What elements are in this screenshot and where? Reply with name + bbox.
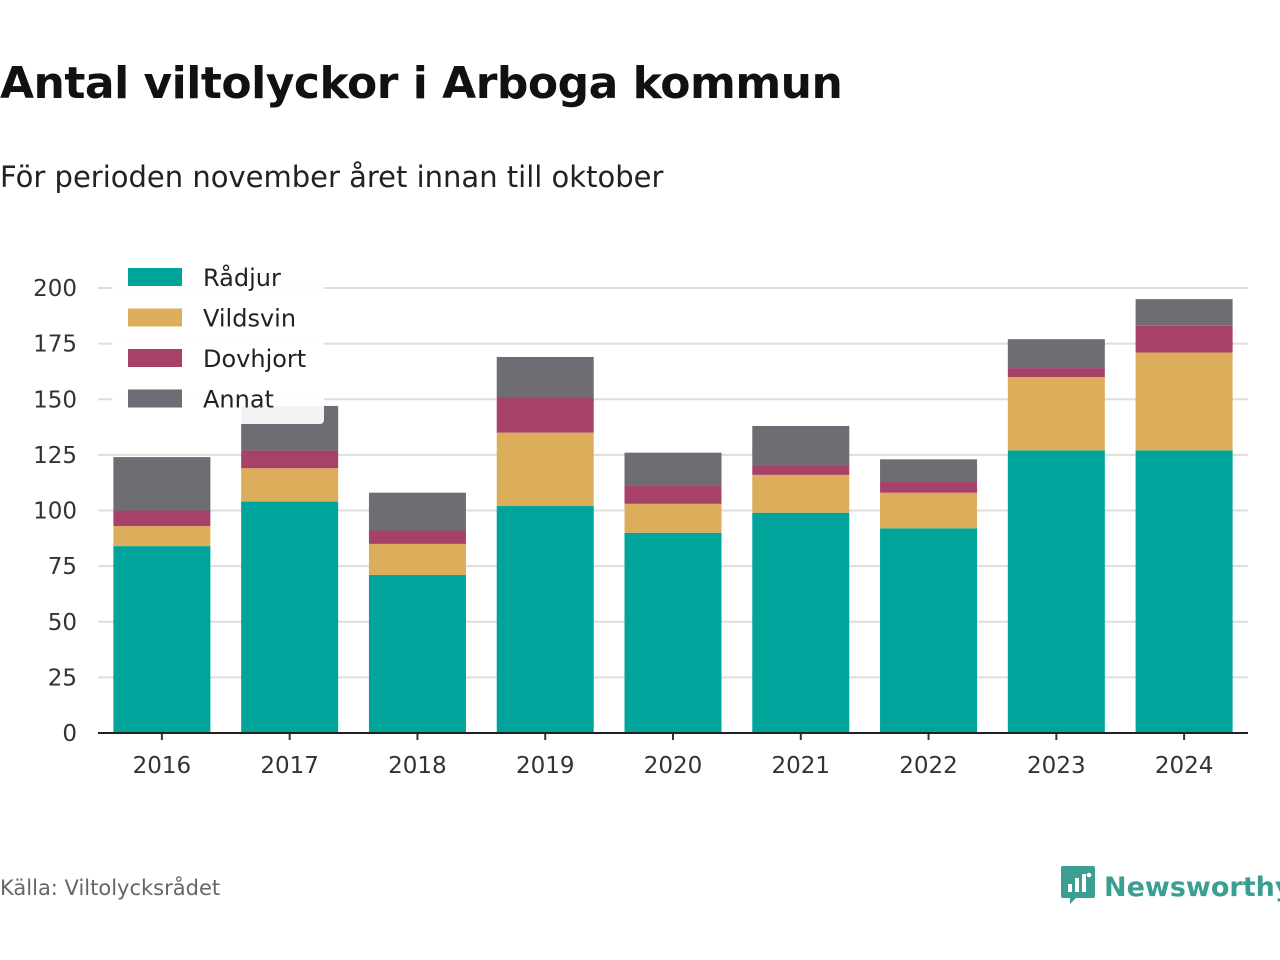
- legend-label: Rådjur: [203, 263, 281, 292]
- brand-name: Newsworthy: [1104, 872, 1280, 903]
- x-tick-label: 2020: [644, 753, 703, 779]
- x-tick-label: 2024: [1155, 753, 1214, 779]
- bar-segment: [752, 425, 850, 466]
- y-tick-label: 150: [33, 387, 77, 413]
- x-tick-label: 2017: [260, 753, 319, 779]
- bar-segment: [113, 457, 211, 511]
- y-tick-label: 175: [33, 332, 77, 358]
- x-tick-label: 2018: [388, 753, 447, 779]
- legend-label: Dovhjort: [203, 345, 306, 373]
- bar-segment: [241, 501, 339, 733]
- newsworthy-logo-icon: [1060, 864, 1096, 911]
- bar-segment: [113, 546, 211, 733]
- bar-segment: [1007, 339, 1105, 369]
- bar-segment: [1135, 299, 1233, 326]
- x-tick-label: 2023: [1027, 753, 1086, 779]
- bar-segment: [880, 528, 978, 733]
- y-tick-label: 125: [33, 443, 77, 469]
- bar-segment: [1135, 450, 1233, 733]
- y-tick-label: 25: [48, 665, 77, 691]
- bar-segment: [1007, 450, 1105, 733]
- y-tick-label: 200: [33, 276, 77, 302]
- bar-segment: [1007, 377, 1105, 451]
- bar-segment: [113, 510, 211, 527]
- bar-segment: [624, 452, 722, 487]
- bar-segment: [368, 492, 466, 531]
- bar-segment: [241, 468, 339, 502]
- x-tick-label: 2016: [133, 753, 192, 779]
- y-tick-label: 50: [48, 610, 77, 636]
- bar-segment: [368, 575, 466, 733]
- bar-segment: [880, 481, 978, 493]
- legend-swatch: [128, 349, 182, 367]
- bar-segment: [368, 543, 466, 576]
- bar-segment: [1135, 352, 1233, 451]
- legend-swatch: [128, 389, 182, 408]
- y-tick-label: 75: [48, 554, 77, 580]
- bars: [113, 299, 1233, 733]
- bar-segment: [496, 397, 594, 433]
- brand: Newsworthy: [1060, 864, 1280, 911]
- bar-segment: [624, 503, 722, 533]
- bar-segment: [1007, 368, 1105, 377]
- x-tick-label: 2022: [899, 753, 958, 779]
- bar-segment: [113, 526, 211, 547]
- bar-segment: [241, 450, 339, 469]
- chart-subtitle: För perioden november året innan till ok…: [0, 160, 664, 194]
- bar-segment: [624, 486, 722, 504]
- x-tick-label: 2021: [772, 753, 831, 779]
- bar-segment: [752, 466, 850, 475]
- bar-segment: [752, 512, 850, 733]
- y-tick-label: 0: [62, 721, 77, 747]
- legend-swatch: [128, 308, 182, 327]
- bar-segment: [496, 356, 594, 398]
- bar-segment: [496, 432, 594, 507]
- legend-label: Annat: [203, 386, 274, 414]
- legend-box: [112, 254, 324, 424]
- bar-segment: [880, 492, 978, 529]
- source-note: Källa: Viltolycksrådet: [0, 876, 221, 900]
- axes: 0 25 50 75 100 125 150 175 200 2016 2017 2018 2019 20…: [33, 276, 1248, 779]
- bar-segment: [496, 506, 594, 733]
- legend-swatch: [128, 268, 182, 286]
- chart-title: Antal viltolyckor i Arboga kommun: [0, 58, 843, 109]
- bar-segment: [880, 459, 978, 482]
- bar-segment: [752, 474, 850, 513]
- bar-segment: [368, 530, 466, 544]
- legend-label: Vildsvin: [203, 305, 296, 333]
- x-tick-label: 2019: [516, 753, 575, 779]
- bar-segment: [1135, 325, 1233, 353]
- legend: Rådjur Vildsvin Dovhjort Annat: [112, 254, 324, 424]
- bar-segment: [624, 532, 722, 733]
- y-tick-label: 100: [33, 499, 77, 525]
